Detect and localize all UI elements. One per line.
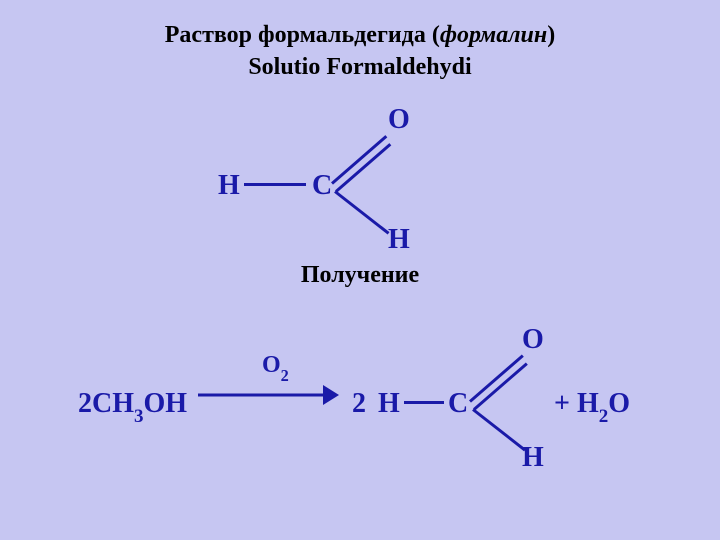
formula: 2CH3OH: [78, 388, 187, 425]
atom-label: O: [388, 104, 410, 136]
title-close: ): [547, 22, 555, 48]
bond-line: [404, 401, 444, 404]
bond-line: [469, 354, 524, 402]
bond-line: [335, 143, 391, 193]
bond-line: [244, 183, 306, 186]
coefficient: 2: [352, 388, 366, 420]
atom-label: H: [378, 388, 400, 420]
formula: + H2O: [554, 388, 630, 425]
atom-label: H: [218, 170, 240, 202]
formula: O2: [262, 352, 289, 383]
atom-label: H: [522, 442, 544, 474]
title-line-2: Solutio Formaldehydi: [0, 54, 720, 81]
atom-label: C: [448, 388, 468, 420]
title-line-1: Раствор формальдегида (формалин): [0, 22, 720, 49]
reaction-arrow: [198, 394, 338, 395]
bond-line: [473, 362, 528, 410]
bond-line: [472, 408, 526, 451]
bond-line: [334, 190, 389, 234]
title-italic: формалин: [440, 22, 547, 48]
title-plain: Раствор формальдегида (: [165, 22, 440, 48]
atom-label: O: [522, 324, 544, 356]
subheader: Получение: [0, 262, 720, 289]
bond-line: [331, 135, 387, 185]
atom-label: H: [388, 224, 410, 256]
atom-label: C: [312, 170, 332, 202]
